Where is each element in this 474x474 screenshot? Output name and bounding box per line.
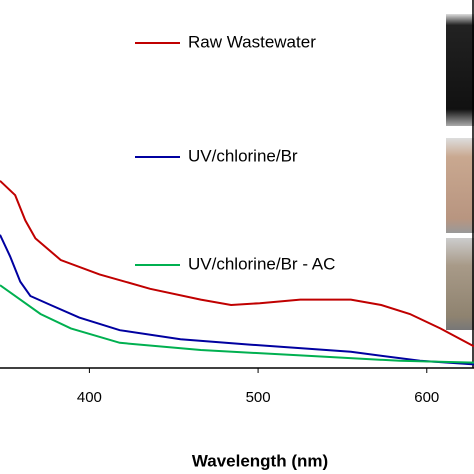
sample-photo (446, 138, 474, 233)
sample-photo (446, 14, 474, 126)
legend-label: UV/chlorine/Br (188, 146, 298, 165)
x-tick-label: 600 (414, 389, 439, 406)
sample-photo (446, 238, 474, 330)
x-tick-label: 500 (246, 389, 271, 406)
data-line (0, 180, 474, 348)
data-line (0, 234, 474, 366)
x-tick-label: 400 (77, 389, 102, 406)
legend-label: Raw Wastewater (188, 32, 316, 51)
data-line (0, 284, 474, 364)
x-axis-title: Wavelength (nm) (192, 451, 328, 470)
legend-label: UV/chlorine/Br - AC (188, 254, 335, 273)
